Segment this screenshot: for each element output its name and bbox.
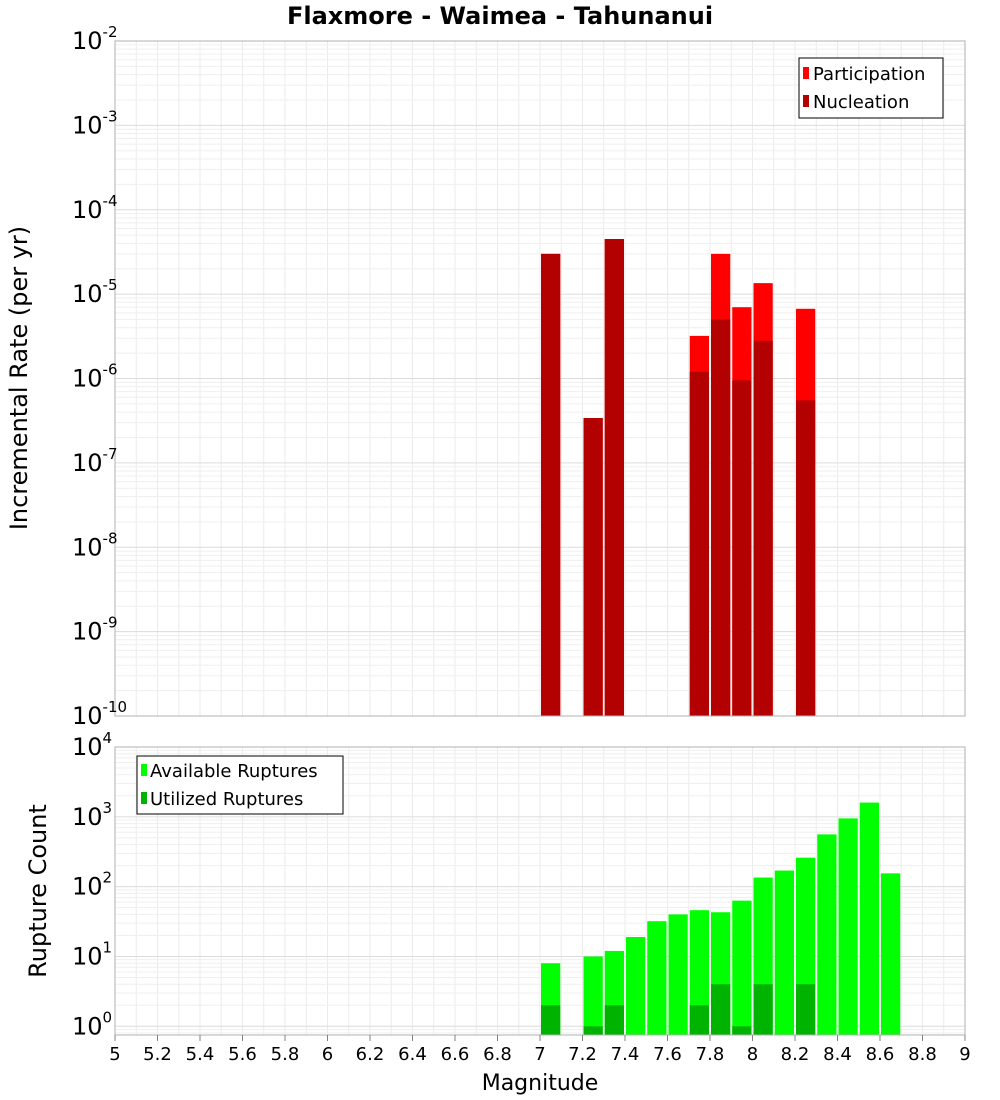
- x-tick-label: 6.8: [483, 1044, 512, 1065]
- count-bar-s1: [668, 914, 688, 1035]
- rate-plot-y-ticks: 10-10 10-9 10-8 10-7 10-6 10-5 10-4 10-3 10-2: [72, 23, 127, 730]
- x-tick-label: 9: [959, 1044, 970, 1065]
- rate-y-tick-label: 10-4: [72, 192, 118, 224]
- x-tick-label: 8.2: [781, 1044, 810, 1065]
- x-tick-label: 5.8: [271, 1044, 300, 1065]
- nucleation-legend-swatch: [803, 95, 809, 107]
- x-tick-label: 6.2: [356, 1044, 385, 1065]
- x-axis-ticks: 5 5.2 5.4 5.6 5.8 6 6.2 6.4 6.6 6.8 7 7.2 7.4 7.6 7.8 8…: [109, 1035, 971, 1065]
- x-tick-label: 6.6: [441, 1044, 470, 1065]
- rate-plot-bars: [541, 239, 816, 716]
- count-bar-s2: [689, 1005, 709, 1035]
- count-y-tick-label: 103: [72, 799, 112, 831]
- count-plot-y-label: Rupture Count: [24, 804, 52, 978]
- count-y-tick-label: 104: [72, 729, 112, 761]
- rate-bar-s2: [732, 380, 752, 716]
- rate-bar-s2: [753, 340, 773, 716]
- x-tick-label: 7.8: [696, 1044, 725, 1065]
- x-tick-label: 8: [747, 1044, 758, 1065]
- count-bar-s1: [647, 921, 667, 1035]
- nucleation-legend-label: Nucleation: [813, 92, 909, 113]
- rate-bar-s2: [604, 239, 624, 716]
- x-tick-label: 8.4: [823, 1044, 852, 1065]
- rate-bar-s2: [583, 418, 603, 716]
- participation-legend-swatch: [803, 67, 809, 79]
- available-legend-label: Available Ruptures: [150, 761, 318, 782]
- count-bar-s2: [796, 984, 816, 1035]
- count-bar-s2: [711, 984, 731, 1035]
- count-bar-s2: [732, 1026, 752, 1035]
- count-bar-s1: [881, 873, 901, 1035]
- count-bar-s2: [541, 1005, 561, 1035]
- x-tick-label: 8.8: [908, 1044, 937, 1065]
- x-tick-label: 5.2: [143, 1044, 172, 1065]
- count-plot-bars: [541, 802, 901, 1035]
- count-bar-s1: [583, 956, 603, 1035]
- count-bar-s2: [753, 984, 773, 1035]
- participation-legend-label: Participation: [813, 64, 925, 85]
- rate-y-tick-label: 10-2: [72, 23, 118, 55]
- count-y-tick-label: 102: [72, 869, 112, 901]
- rate-plot: 10-10 10-9 10-8 10-7 10-6 10-5 10-4 10-3 10-2 In…: [5, 23, 966, 730]
- count-plot-y-ticks: 100 101 102 103 104: [72, 729, 112, 1040]
- count-plot: 100 101 102 103 104 Rupture Count Available …: [24, 729, 966, 1040]
- count-bar-s1: [689, 910, 709, 1035]
- rate-plot-y-label: Incremental Rate (per yr): [5, 226, 33, 530]
- chart-title: Flaxmore - Waimea - Tahunanui: [287, 2, 713, 30]
- x-tick-label: 7: [534, 1044, 545, 1065]
- rate-plot-grid: [114, 40, 966, 717]
- rate-bar-s2: [711, 319, 731, 716]
- utilized-legend-swatch: [141, 792, 147, 804]
- x-tick-label: 8.6: [866, 1044, 895, 1065]
- x-tick-label: 5.4: [186, 1044, 215, 1065]
- rate-bar-s2: [796, 400, 816, 716]
- count-bar-s1: [774, 870, 794, 1035]
- x-tick-label: 5: [109, 1044, 120, 1065]
- rate-plot-legend: Participation Nucleation: [798, 57, 944, 119]
- count-bar-s1: [626, 936, 646, 1035]
- count-bar-s2: [604, 1005, 624, 1035]
- rate-y-tick-label: 10-8: [72, 529, 118, 561]
- count-y-tick-label: 101: [72, 938, 112, 970]
- count-legend-box: [136, 755, 344, 815]
- rate-y-tick-label: 10-9: [72, 614, 118, 646]
- x-axis-label: Magnitude: [482, 1071, 599, 1096]
- rate-y-tick-label: 10-3: [72, 107, 118, 139]
- rate-y-tick-label: 10-5: [72, 276, 118, 308]
- rate-y-tick-label: 10-10: [72, 698, 127, 730]
- count-bar-s1: [817, 834, 837, 1035]
- x-tick-label: 6.4: [398, 1044, 427, 1065]
- count-bar-s1: [732, 900, 752, 1035]
- available-legend-swatch: [141, 764, 147, 776]
- count-y-tick-label: 100: [72, 1008, 112, 1040]
- count-plot-legend: Available Ruptures Utilized Ruptures: [136, 755, 344, 815]
- rate-y-tick-label: 10-6: [72, 361, 118, 393]
- rate-bar-s2: [689, 371, 709, 716]
- rate-y-tick-label: 10-7: [72, 445, 118, 477]
- x-tick-label: 5.6: [228, 1044, 257, 1065]
- count-bar-s1: [838, 818, 858, 1035]
- x-tick-label: 6: [322, 1044, 333, 1065]
- count-bar-s1: [859, 802, 879, 1035]
- utilized-legend-label: Utilized Ruptures: [150, 789, 303, 810]
- rate-plot-frame: [114, 40, 966, 717]
- rate-bar-s2: [541, 253, 561, 716]
- x-tick-label: 7.6: [653, 1044, 682, 1065]
- rate-legend-box: [798, 57, 944, 119]
- count-bar-s2: [583, 1026, 603, 1035]
- x-tick-label: 7.2: [568, 1044, 597, 1065]
- x-tick-label: 7.4: [611, 1044, 640, 1065]
